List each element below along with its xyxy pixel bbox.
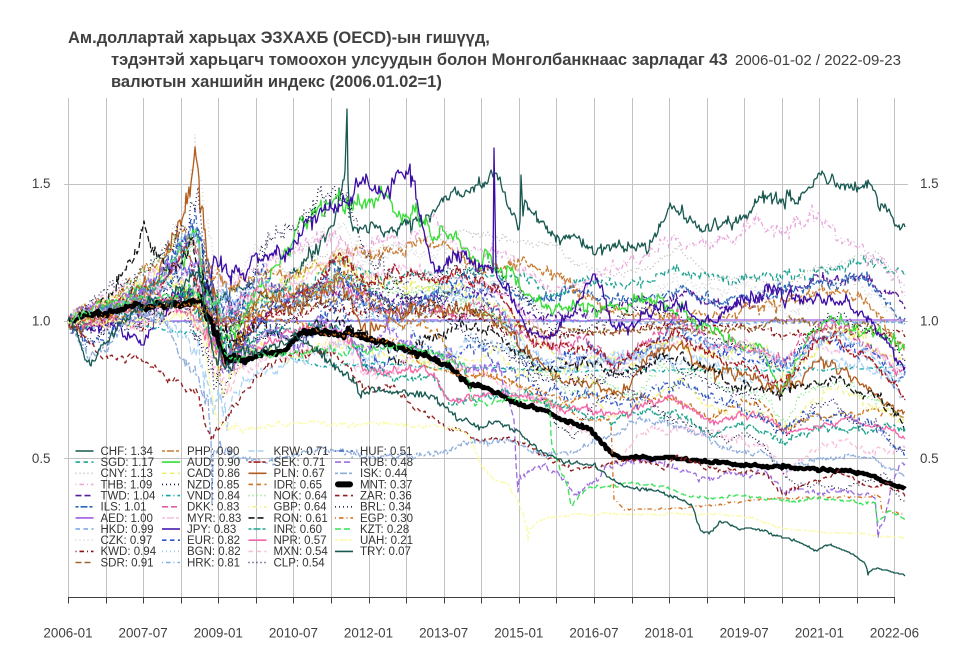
svg-text:Ам.доллартай харьцах ЭЗХАХБ (O: Ам.доллартай харьцах ЭЗХАХБ (OECD)-ын ги… bbox=[68, 29, 490, 47]
svg-text:GBP: 0.64: GBP: 0.64 bbox=[274, 502, 328, 514]
svg-text:2012-01: 2012-01 bbox=[344, 626, 393, 641]
svg-text:CHF: 1.34: CHF: 1.34 bbox=[101, 446, 154, 458]
svg-text:2022-06: 2022-06 bbox=[870, 626, 919, 641]
svg-text:валютын ханшийн индекс (2006.0: валютын ханшийн индекс (2006.01.02=1) bbox=[111, 73, 442, 91]
svg-text:KZT: 0.28: KZT: 0.28 bbox=[360, 524, 409, 536]
svg-text:2009-01: 2009-01 bbox=[194, 626, 243, 641]
svg-text:NZD: 0.85: NZD: 0.85 bbox=[187, 479, 239, 491]
svg-text:HRK: 0.81: HRK: 0.81 bbox=[187, 557, 240, 569]
svg-text:2018-01: 2018-01 bbox=[645, 626, 694, 641]
svg-text:THB: 1.09: THB: 1.09 bbox=[101, 479, 153, 491]
svg-text:EGP: 0.30: EGP: 0.30 bbox=[360, 513, 413, 525]
svg-text:SEK: 0.71: SEK: 0.71 bbox=[274, 457, 326, 469]
svg-text:1.0: 1.0 bbox=[32, 313, 51, 328]
svg-text:KRW: 0.71: KRW: 0.71 bbox=[274, 446, 329, 458]
svg-text:UAH: 0.21: UAH: 0.21 bbox=[360, 535, 413, 547]
svg-text:2013-07: 2013-07 bbox=[419, 626, 468, 641]
svg-text:RUB: 0.48: RUB: 0.48 bbox=[360, 457, 413, 469]
svg-text:NOK: 0.64: NOK: 0.64 bbox=[274, 491, 328, 503]
svg-text:2016-07: 2016-07 bbox=[569, 626, 618, 641]
svg-text:KWD: 0.94: KWD: 0.94 bbox=[101, 546, 157, 558]
svg-text:1.0: 1.0 bbox=[920, 313, 939, 328]
svg-text:CLP: 0.54: CLP: 0.54 bbox=[274, 557, 326, 569]
svg-text:PHP: 0.90: PHP: 0.90 bbox=[187, 446, 239, 458]
svg-text:HKD: 0.99: HKD: 0.99 bbox=[101, 524, 154, 536]
svg-text:MYR: 0.83: MYR: 0.83 bbox=[187, 513, 241, 525]
svg-text:ISK: 0.44: ISK: 0.44 bbox=[360, 468, 408, 480]
svg-text:MNT: 0.37: MNT: 0.37 bbox=[360, 479, 412, 491]
svg-text:TWD: 1.04: TWD: 1.04 bbox=[101, 491, 157, 503]
svg-text:PLN: 0.67: PLN: 0.67 bbox=[274, 468, 325, 480]
svg-text:1.5: 1.5 bbox=[920, 176, 939, 191]
svg-text:INR: 0.60: INR: 0.60 bbox=[274, 524, 323, 536]
svg-text:CZK: 0.97: CZK: 0.97 bbox=[101, 535, 153, 547]
svg-text:AED: 1.00: AED: 1.00 bbox=[101, 513, 153, 525]
svg-text:BGN: 0.82: BGN: 0.82 bbox=[187, 546, 241, 558]
svg-text:NPR: 0.57: NPR: 0.57 bbox=[274, 535, 327, 547]
svg-text:1.5: 1.5 bbox=[32, 176, 51, 191]
svg-text:SDR: 0.91: SDR: 0.91 bbox=[101, 557, 154, 569]
svg-text:2021-01: 2021-01 bbox=[795, 626, 844, 641]
svg-text:DKK: 0.83: DKK: 0.83 bbox=[187, 502, 239, 514]
svg-text:0.5: 0.5 bbox=[920, 451, 939, 466]
svg-text:RON: 0.61: RON: 0.61 bbox=[274, 513, 328, 525]
svg-text:JPY: 0.83: JPY: 0.83 bbox=[187, 524, 236, 536]
svg-text:тэдэнтэй харьцагч томоохон улс: тэдэнтэй харьцагч томоохон улсуудын боло… bbox=[111, 51, 728, 69]
svg-text:VND: 0.84: VND: 0.84 bbox=[187, 491, 241, 503]
svg-text:HUF: 0.51: HUF: 0.51 bbox=[360, 446, 412, 458]
svg-text:CAD: 0.86: CAD: 0.86 bbox=[187, 468, 240, 480]
svg-text:AUD: 0.90: AUD: 0.90 bbox=[187, 457, 240, 469]
svg-text:2015-01: 2015-01 bbox=[494, 626, 543, 641]
svg-text:IDR: 0.65: IDR: 0.65 bbox=[274, 479, 323, 491]
svg-text:TRY: 0.07: TRY: 0.07 bbox=[360, 546, 411, 558]
svg-text:ILS: 1.01: ILS: 1.01 bbox=[101, 502, 147, 514]
svg-text:EUR: 0.82: EUR: 0.82 bbox=[187, 535, 240, 547]
svg-text:SGD: 1.17: SGD: 1.17 bbox=[101, 457, 155, 469]
svg-text:0.5: 0.5 bbox=[32, 451, 51, 466]
svg-text:2006-01: 2006-01 bbox=[43, 626, 92, 641]
svg-text:2019-07: 2019-07 bbox=[720, 626, 769, 641]
svg-text:MXN: 0.54: MXN: 0.54 bbox=[274, 546, 329, 558]
svg-text:2007-07: 2007-07 bbox=[119, 626, 168, 641]
svg-text:BRL: 0.34: BRL: 0.34 bbox=[360, 502, 412, 514]
svg-text:CNY: 1.13: CNY: 1.13 bbox=[101, 468, 153, 480]
svg-text:2006-01-02 / 2022-09-23: 2006-01-02 / 2022-09-23 bbox=[735, 52, 901, 69]
svg-text:2010-07: 2010-07 bbox=[269, 626, 318, 641]
svg-text:ZAR: 0.36: ZAR: 0.36 bbox=[360, 491, 412, 503]
